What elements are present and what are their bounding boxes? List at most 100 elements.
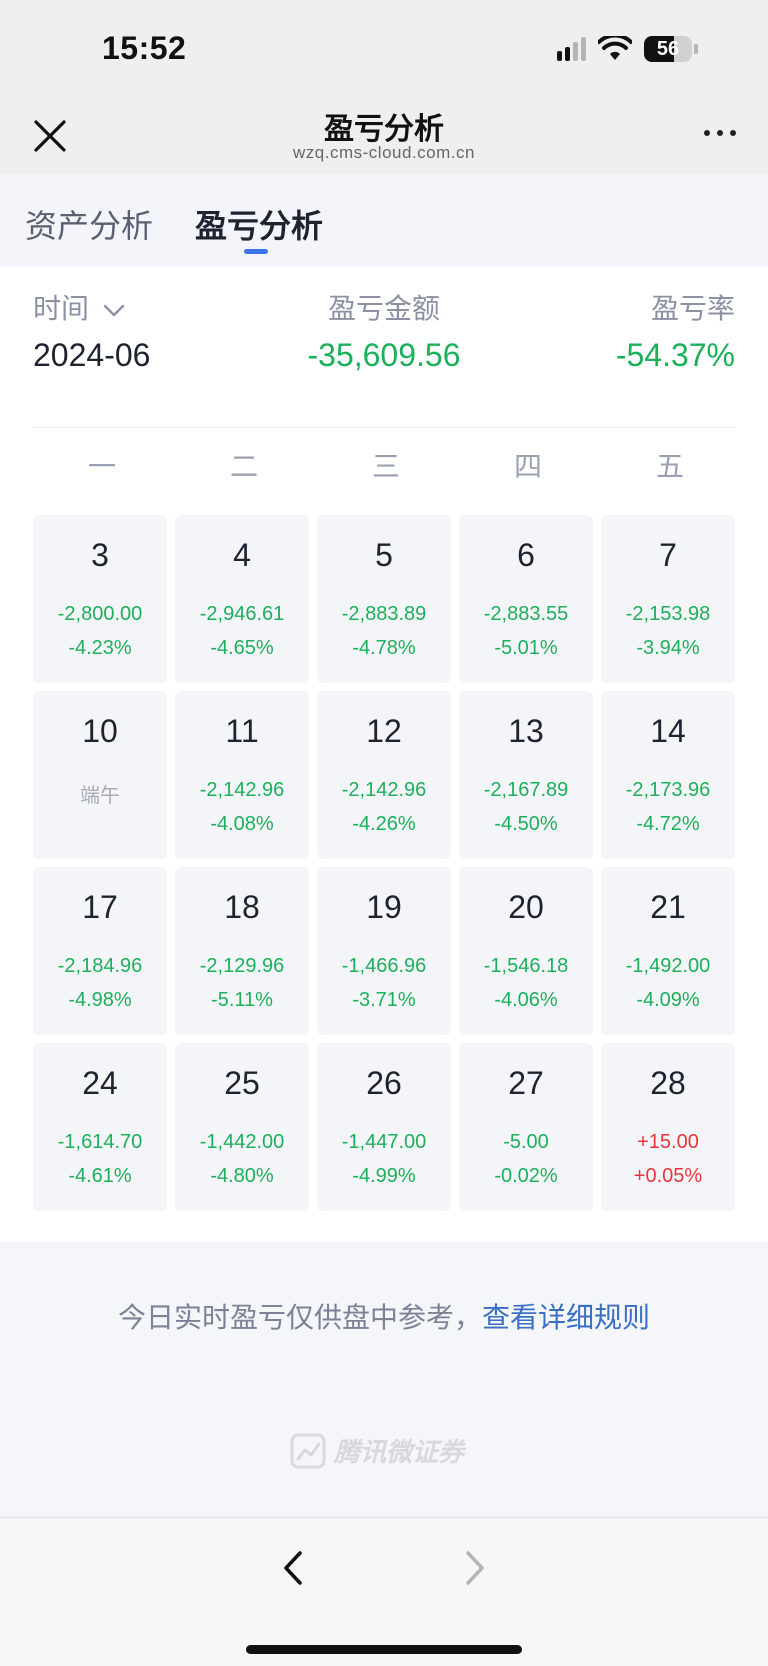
calendar-day-cell[interactable]: 11 -2,142.96 -4.08% (175, 691, 309, 859)
status-time: 15:52 (102, 30, 187, 66)
chart-logo-icon (290, 1433, 326, 1468)
tab-active-indicator (244, 249, 268, 254)
weekday-thu: 四 (513, 451, 542, 482)
calendar-day-cell[interactable]: 3 -2,800.00 -4.23% (33, 515, 167, 683)
day-number: 26 (366, 1065, 402, 1101)
calendar-day-cell[interactable]: 21 -1,492.00 -4.09% (601, 867, 735, 1035)
top-bar: 15:52 56 盈亏分析 wzq.cms-cloud.com.cn (0, 0, 768, 175)
home-indicator (246, 1645, 522, 1654)
brand-watermark: 腾讯微证券 (290, 1432, 464, 1469)
day-number: 7 (659, 537, 677, 573)
day-pnl-rate: -4.50% (494, 813, 558, 835)
calendar-day-cell[interactable]: 5 -2,883.89 -4.78% (317, 515, 451, 683)
rate-label: 盈亏率 (650, 293, 735, 324)
calendar-day-cell[interactable]: 10 端午 (33, 691, 167, 859)
back-icon[interactable] (274, 1548, 314, 1588)
day-pnl-rate: -4.61% (68, 1165, 132, 1187)
calendar-day-cell[interactable]: 20 -1,546.18 -4.06% (459, 867, 593, 1035)
day-pnl-rate: -5.11% (211, 989, 273, 1011)
amount-label: 盈亏金额 (327, 293, 440, 324)
day-number: 19 (366, 889, 402, 925)
more-icon[interactable] (704, 130, 736, 136)
browser-toolbar (0, 1517, 768, 1666)
calendar-day-cell[interactable]: 4 -2,946.61 -4.65% (175, 515, 309, 683)
day-pnl-amount: -2,184.96 (57, 955, 143, 977)
close-icon[interactable] (32, 118, 68, 154)
day-pnl-amount: -2,167.89 (483, 779, 569, 801)
day-pnl-amount: -2,946.61 (199, 603, 285, 625)
page-title: 盈亏分析 (324, 113, 444, 146)
day-pnl-rate: -4.65% (210, 637, 274, 659)
day-number: 6 (517, 537, 535, 573)
realtime-note: 今日实时盈亏仅供盘中参考，查看详细规则 (0, 1296, 768, 1336)
day-pnl-rate: -3.94% (636, 637, 700, 659)
day-number: 24 (82, 1065, 118, 1101)
cellular-signal-icon (557, 37, 586, 61)
calendar-day-cell[interactable]: 18 -2,129.96 -5.11% (175, 867, 309, 1035)
tab-bar: 资产分析 盈亏分析 (0, 175, 768, 267)
calendar-day-cell[interactable]: 17 -2,184.96 -4.98% (33, 867, 167, 1035)
day-pnl-rate: -4.09% (636, 989, 700, 1011)
day-pnl-rate: -4.08% (210, 813, 274, 835)
weekday-mon: 一 (87, 451, 116, 482)
calendar-day-cell[interactable]: 24 -1,614.70 -4.61% (33, 1043, 167, 1211)
day-pnl-rate: -4.99% (352, 1165, 416, 1187)
day-pnl-amount: -2,883.55 (483, 603, 569, 625)
day-number: 5 (375, 537, 393, 573)
day-pnl-amount: -2,142.96 (341, 779, 427, 801)
day-pnl-amount: -1,466.96 (341, 955, 427, 977)
day-pnl-rate: -4.72% (636, 813, 700, 835)
wifi-icon (598, 36, 632, 60)
tab-asset-analysis[interactable]: 资产分析 (25, 208, 154, 244)
divider (33, 427, 735, 428)
day-pnl-rate: -5.01% (494, 637, 558, 659)
rules-link[interactable]: 查看详细规则 (482, 1302, 651, 1333)
calendar-day-cell[interactable]: 12 -2,142.96 -4.26% (317, 691, 451, 859)
day-pnl-amount: -1,546.18 (483, 955, 569, 977)
weekday-fri: 五 (655, 451, 684, 482)
day-pnl-rate: -4.26% (352, 813, 416, 835)
day-pnl-rate: -3.71% (352, 989, 416, 1011)
day-number: 13 (508, 713, 544, 749)
day-pnl-rate: -4.06% (494, 989, 558, 1011)
day-number: 12 (366, 713, 402, 749)
day-pnl-amount: -2,153.98 (625, 603, 711, 625)
battery-level: 56 (656, 37, 680, 60)
day-pnl-amount: -2,800.00 (57, 603, 143, 625)
calendar-day-cell[interactable]: 6 -2,883.55 -5.01% (459, 515, 593, 683)
chevron-down-icon (103, 304, 124, 316)
main-content: 时间 2024-06 盈亏金额 -35,609.56 盈亏率 -54.37% 一… (0, 267, 768, 1242)
day-number: 25 (224, 1065, 260, 1101)
day-pnl-amount: +15.00 (637, 1131, 699, 1153)
calendar-day-cell[interactable]: 14 -2,173.96 -4.72% (601, 691, 735, 859)
day-number: 10 (82, 713, 118, 749)
day-number: 18 (224, 889, 260, 925)
day-pnl-amount: -1,614.70 (57, 1131, 143, 1153)
day-number: 20 (508, 889, 544, 925)
day-pnl-amount: -1,442.00 (199, 1131, 285, 1153)
calendar-day-cell[interactable]: 28 +15.00 +0.05% (601, 1043, 735, 1211)
page-url: wzq.cms-cloud.com.cn (293, 143, 475, 162)
day-pnl-amount: -5.00 (503, 1131, 549, 1153)
day-number: 21 (650, 889, 686, 925)
time-filter[interactable]: 时间 (33, 287, 125, 327)
weekday-tue: 二 (229, 451, 258, 482)
day-pnl-rate: -4.98% (68, 989, 132, 1011)
day-pnl-amount: -1,492.00 (625, 955, 711, 977)
day-number: 11 (225, 713, 259, 749)
calendar-day-cell[interactable]: 25 -1,442.00 -4.80% (175, 1043, 309, 1211)
calendar-day-cell[interactable]: 26 -1,447.00 -4.99% (317, 1043, 451, 1211)
forward-icon[interactable] (454, 1548, 494, 1588)
calendar-day-cell[interactable]: 13 -2,167.89 -4.50% (459, 691, 593, 859)
day-number: 17 (82, 889, 118, 925)
day-pnl-amount: -2,129.96 (199, 955, 285, 977)
day-number: 4 (233, 537, 251, 573)
rate-value: -54.37% (615, 337, 735, 373)
amount-value: -35,609.56 (307, 337, 461, 373)
weekday-wed: 三 (371, 451, 400, 482)
calendar-day-cell[interactable]: 27 -5.00 -0.02% (459, 1043, 593, 1211)
calendar-day-cell[interactable]: 7 -2,153.98 -3.94% (601, 515, 735, 683)
day-pnl-rate: -4.78% (352, 637, 416, 659)
calendar-day-cell[interactable]: 19 -1,466.96 -3.71% (317, 867, 451, 1035)
tab-pnl-analysis[interactable]: 盈亏分析 (195, 208, 324, 244)
